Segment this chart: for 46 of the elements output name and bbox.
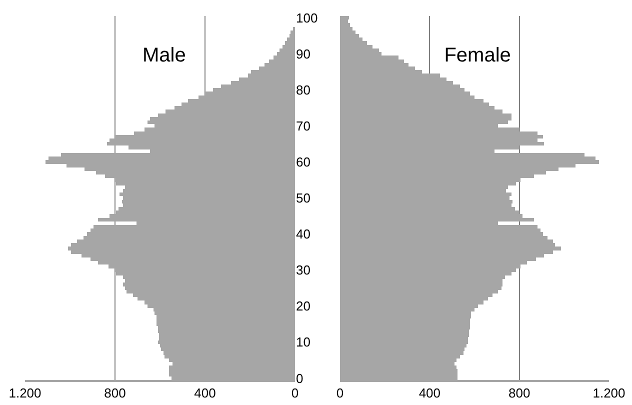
bar xyxy=(279,48,295,52)
y-tick-label: 90 xyxy=(296,46,310,62)
x-tick-label: 1.200 xyxy=(8,386,42,401)
y-tick-label: 70 xyxy=(296,118,310,134)
y-tick-label: 40 xyxy=(296,226,310,242)
x-tick-label: 400 xyxy=(418,386,441,401)
bar xyxy=(340,308,474,312)
bar xyxy=(289,34,295,38)
bar xyxy=(340,203,512,208)
x-tick-label: 800 xyxy=(508,386,530,401)
bar xyxy=(150,116,295,121)
bar xyxy=(287,38,295,42)
bar xyxy=(122,188,295,193)
bar xyxy=(340,134,543,139)
x-tick-label: 0 xyxy=(336,386,344,401)
bar xyxy=(340,344,467,348)
bar xyxy=(340,26,352,30)
x-tick-label: 800 xyxy=(104,386,126,401)
y-tick-label: 10 xyxy=(296,334,310,350)
y-tick-label: 80 xyxy=(296,82,310,98)
bar xyxy=(340,116,512,121)
bar xyxy=(158,326,295,330)
text: Male xyxy=(142,44,186,67)
text: Female xyxy=(444,44,511,67)
bar xyxy=(290,30,295,34)
bar xyxy=(122,203,295,208)
x-tick-label: 1.200 xyxy=(592,386,626,401)
bar xyxy=(340,48,380,52)
bar xyxy=(340,362,454,366)
y-tick-label: 0 xyxy=(296,370,304,386)
bar xyxy=(340,16,349,20)
y-tick-label: 50 xyxy=(296,190,310,206)
bar xyxy=(340,326,470,330)
y-tick-label: 60 xyxy=(296,154,310,170)
x-tick-label: 400 xyxy=(194,386,216,401)
bar xyxy=(284,41,295,45)
bar xyxy=(282,44,295,48)
y-tick-label: 20 xyxy=(296,298,310,314)
bar xyxy=(340,30,356,34)
bar xyxy=(340,34,360,38)
bar xyxy=(340,239,553,244)
y-tick-label: 100 xyxy=(296,10,318,26)
bar xyxy=(340,23,350,27)
bar xyxy=(160,344,295,348)
bar xyxy=(172,362,295,366)
y-tick-label: 30 xyxy=(296,262,310,278)
